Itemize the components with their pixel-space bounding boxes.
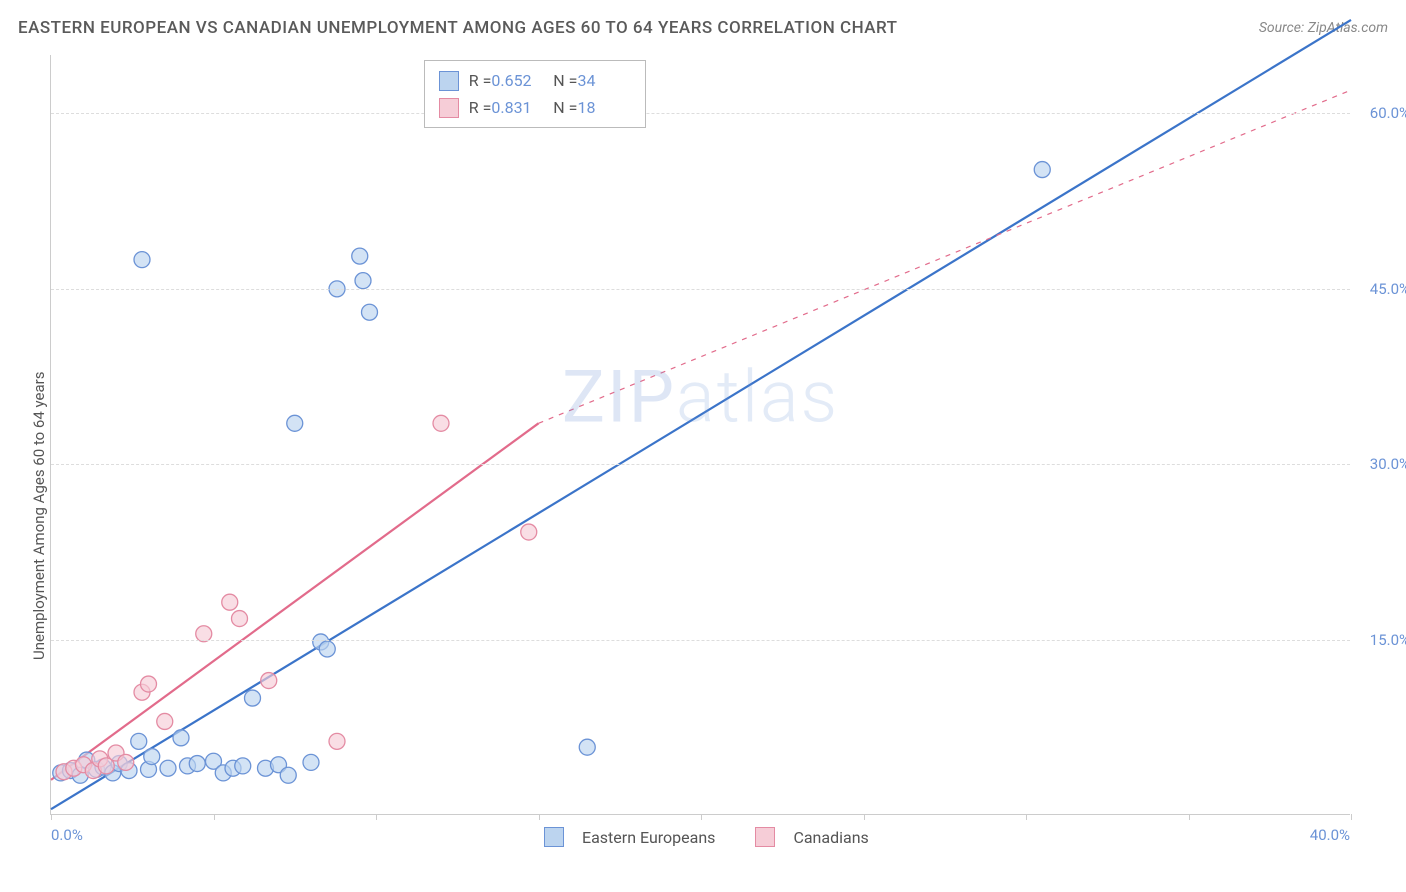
xtick — [539, 814, 540, 820]
xtick — [376, 814, 377, 820]
data-point — [144, 749, 160, 765]
source-label: Source: ZipAtlas.com — [1259, 20, 1388, 36]
data-point — [352, 248, 368, 264]
legend-item: Canadians — [755, 827, 868, 847]
legend-item: Eastern Europeans — [544, 827, 715, 847]
data-point — [118, 754, 134, 770]
data-point — [1034, 162, 1050, 178]
xtick — [864, 814, 865, 820]
ytick-label: 15.0% — [1370, 631, 1406, 649]
data-point — [160, 760, 176, 776]
data-point — [173, 730, 189, 746]
legend-stats-row: R = 0.652 N = 34 — [439, 67, 632, 94]
xtick — [701, 814, 702, 820]
n-label: N = — [545, 67, 577, 94]
data-point — [189, 756, 205, 772]
data-point — [319, 641, 335, 657]
legend-stats-row: R = 0.831 N = 18 — [439, 94, 632, 121]
data-point — [245, 690, 261, 706]
legend-swatch — [439, 71, 459, 91]
xtick — [51, 814, 52, 820]
n-value: 18 — [577, 94, 631, 121]
bottom-legend: Eastern Europeans Canadians — [544, 827, 869, 847]
regression-line — [51, 20, 1351, 809]
xtick — [1026, 814, 1027, 820]
r-label: R = — [469, 67, 492, 94]
data-point — [141, 676, 157, 692]
plot-svg — [51, 55, 1350, 814]
data-point — [355, 273, 371, 289]
data-point — [433, 415, 449, 431]
data-point — [521, 524, 537, 540]
data-point — [134, 252, 150, 268]
data-point — [287, 415, 303, 431]
data-point — [362, 304, 378, 320]
legend-swatch — [755, 827, 775, 847]
data-point — [232, 611, 248, 627]
ytick-label: 30.0% — [1370, 455, 1406, 473]
data-point — [579, 739, 595, 755]
xtick-label-right: 40.0% — [1310, 826, 1350, 844]
title-bar: EASTERN EUROPEAN VS CANADIAN UNEMPLOYMEN… — [18, 18, 1388, 38]
legend-stats-box: R = 0.652 N = 34 R = 0.831 N = 18 — [424, 60, 647, 128]
ytick-label: 60.0% — [1370, 104, 1406, 122]
xtick-label-left: 0.0% — [51, 826, 83, 844]
data-point — [329, 733, 345, 749]
regression-line — [539, 90, 1352, 423]
gridline — [51, 113, 1350, 114]
data-point — [131, 733, 147, 749]
data-point — [261, 673, 277, 689]
data-point — [280, 767, 296, 783]
gridline — [51, 464, 1350, 465]
xtick — [1189, 814, 1190, 820]
gridline — [51, 640, 1350, 641]
legend-swatch — [544, 827, 564, 847]
data-point — [235, 758, 251, 774]
plot-area: ZIPatlas 15.0%30.0%45.0%60.0%0.0%40.0% — [50, 55, 1350, 815]
n-label: N = — [545, 94, 577, 121]
data-point — [157, 713, 173, 729]
data-point — [222, 594, 238, 610]
source-prefix: Source: — [1259, 20, 1308, 36]
legend-swatch — [439, 98, 459, 118]
data-point — [303, 754, 319, 770]
legend-label: Canadians — [793, 828, 868, 847]
r-value: 0.652 — [491, 67, 545, 94]
xtick — [214, 814, 215, 820]
legend-label: Eastern Europeans — [582, 828, 715, 847]
ytick-label: 45.0% — [1370, 280, 1406, 298]
n-value: 34 — [577, 67, 631, 94]
r-value: 0.831 — [491, 94, 545, 121]
r-label: R = — [469, 94, 492, 121]
regression-line — [51, 423, 539, 780]
y-axis-label: Unemployment Among Ages 60 to 64 years — [30, 372, 48, 660]
xtick — [1351, 814, 1352, 820]
chart-title: EASTERN EUROPEAN VS CANADIAN UNEMPLOYMEN… — [18, 18, 898, 38]
gridline — [51, 289, 1350, 290]
